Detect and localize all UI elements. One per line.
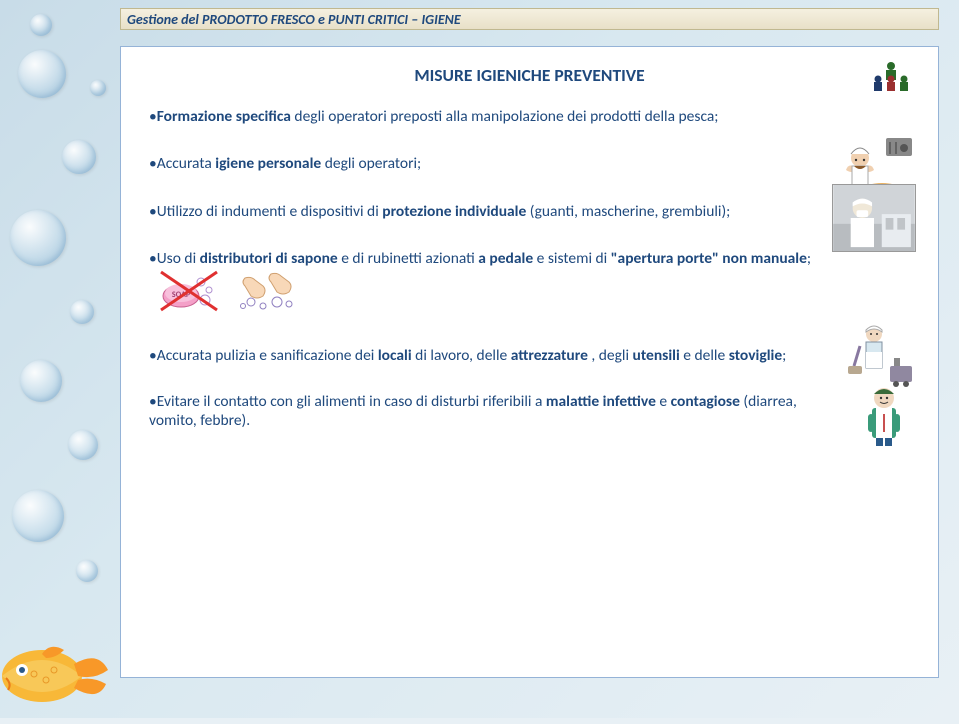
slide-title-row: MISURE IGIENICHE PREVENTIVE (149, 65, 910, 87)
text-bold: "apertura porte" non manuale (611, 249, 807, 268)
bubble (62, 140, 96, 174)
text: di lavoro, delle (412, 346, 511, 365)
text-bold: distributori di sapone (200, 249, 342, 268)
text: (guanti, mascherine, grembiuli); (526, 202, 730, 221)
handwash-icon (233, 280, 301, 299)
bubble (12, 490, 64, 542)
text: degli operatori preposti alla manipolazi… (291, 107, 719, 126)
text: ; (782, 346, 786, 365)
bubble (90, 80, 106, 96)
fish-corner-icon (0, 614, 114, 724)
text: ; (807, 249, 811, 268)
text: e sistemi di (533, 249, 611, 268)
bullet-mark: • (149, 249, 157, 268)
slide-content: MISURE IGIENICHE PREVENTIVE •Formazione … (120, 46, 939, 678)
text-bold: malattie infettive (546, 392, 656, 411)
bullet-formazione: •Formazione specifica degli operatori pr… (149, 107, 910, 126)
text-bold: a pedale (478, 249, 533, 268)
text-bold: protezione individuale (382, 202, 526, 221)
bullet-mark: • (149, 346, 157, 365)
bullet-igiene: •Accurata igiene personale degli operato… (149, 154, 910, 173)
bubble (76, 560, 98, 582)
text: Evitare il contatto con gli alimenti in … (157, 392, 546, 411)
header-title: Gestione del PRODOTTO FRESCO e PUNTI CRI… (127, 11, 461, 28)
bullet-mark: • (149, 107, 157, 126)
bullet-indumenti: •Utilizzo di indumenti e dispositivi di … (149, 202, 910, 221)
cleaning-worker-icon (846, 322, 916, 390)
text: Uso di (157, 249, 200, 268)
text: e (656, 392, 671, 411)
bullet-pulizia: •Accurata pulizia e sanificazione dei lo… (149, 346, 910, 365)
bubble (20, 360, 62, 402)
text-bold: contagiose (671, 392, 740, 411)
header-strip: Gestione del PRODOTTO FRESCO e PUNTI CRI… (120, 8, 939, 30)
text: degli operatori; (321, 154, 421, 173)
text: Utilizzo di indumenti e dispositivi di (157, 202, 383, 221)
text: , degli (591, 346, 632, 365)
text-bold: Formazione specifica (157, 107, 291, 126)
text-bold: igiene personale (215, 154, 321, 173)
text: e delle (680, 346, 729, 365)
bubble (18, 50, 66, 98)
people-group-icon (868, 59, 914, 97)
bubble (10, 210, 66, 266)
bullet-distributori: •Uso di distributori di sapone e di rubi… (149, 249, 910, 312)
bullet-mark: • (149, 154, 157, 173)
bubble (68, 430, 98, 460)
text: Accurata (157, 154, 216, 173)
doctor-icon (858, 384, 910, 446)
text: Accurata pulizia e sanificazione dei (157, 346, 378, 365)
text-bold: stoviglie (729, 346, 782, 365)
text-bold: locali (378, 346, 412, 365)
bullet-contatto: •Evitare il contatto con gli alimenti in… (149, 392, 910, 431)
text-bold: utensili (633, 346, 680, 365)
bubble (70, 300, 94, 324)
text-bold: attrezzature (511, 346, 592, 365)
slide-title: MISURE IGIENICHE PREVENTIVE (414, 64, 644, 86)
ppe-worker-photo (832, 184, 916, 252)
soap-crossed-icon: SOAP (159, 268, 229, 312)
bullet-mark: • (149, 202, 157, 221)
bubble (30, 14, 52, 36)
text: e di rubinetti azionati (341, 249, 478, 268)
bullet-mark: • (149, 392, 157, 411)
